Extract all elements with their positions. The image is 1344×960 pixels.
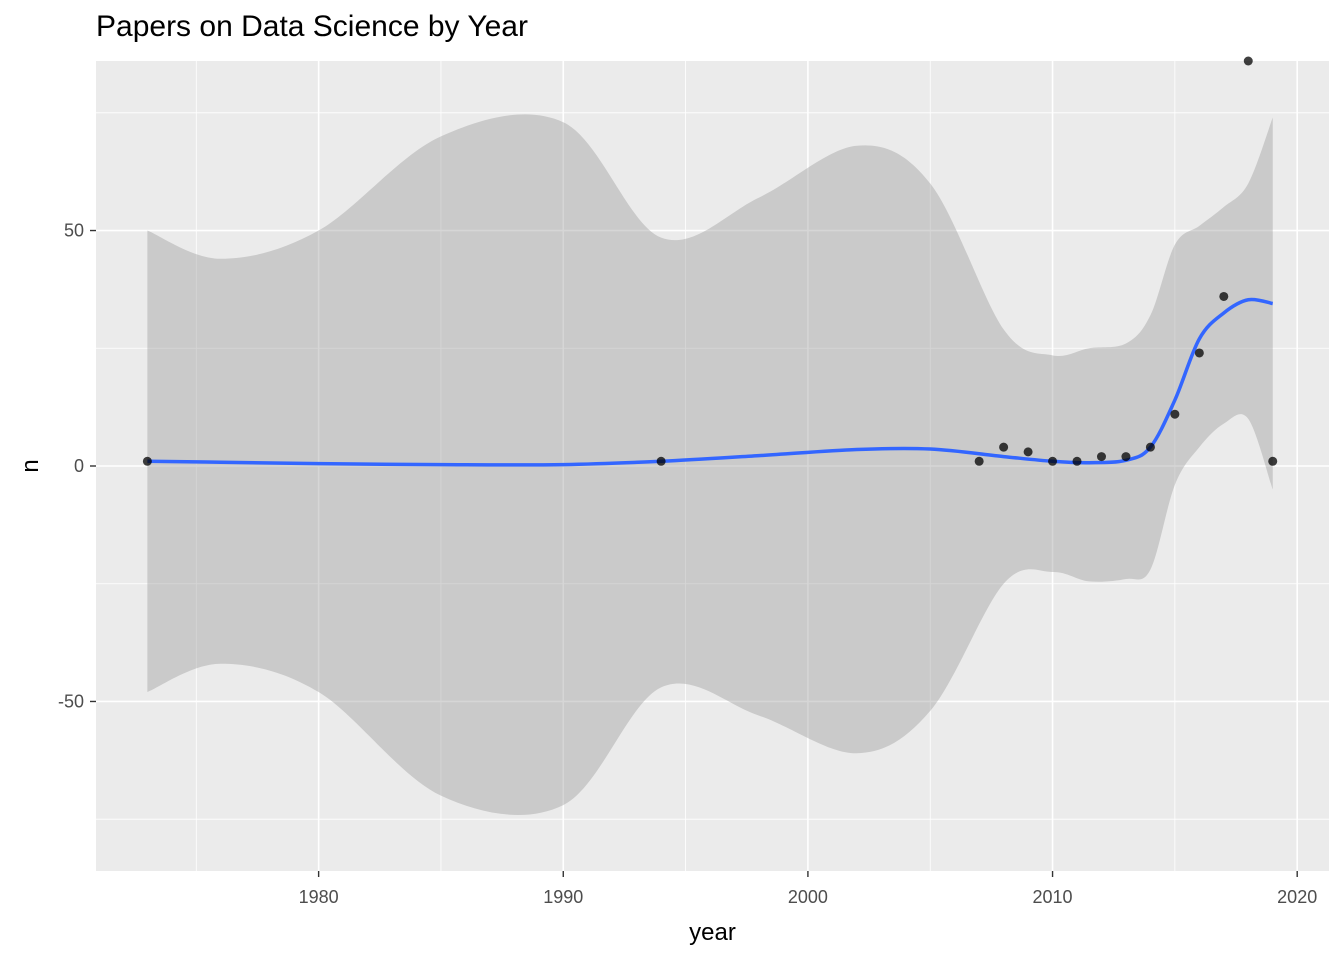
- smooth-trend-line: [147, 297, 1274, 467]
- y-axis-ticks: -50 0 50: [58, 221, 96, 711]
- data-point: [1170, 409, 1180, 419]
- data-point: [1048, 456, 1058, 466]
- x-tick-label: 2000: [788, 887, 828, 907]
- data-point: [142, 456, 152, 466]
- data-point: [1194, 348, 1204, 358]
- data-point: [1023, 447, 1033, 457]
- y-tick-label: 0: [74, 456, 84, 476]
- data-point: [1243, 56, 1253, 66]
- data-point: [1121, 452, 1131, 462]
- data-point: [974, 456, 984, 466]
- x-tick-label: 1990: [543, 887, 583, 907]
- x-tick-label: 1980: [299, 887, 339, 907]
- x-axis-ticks: 1980 1990 2000 2010 2020: [299, 871, 1317, 907]
- data-point: [1096, 452, 1106, 462]
- x-tick-label: 2020: [1277, 887, 1317, 907]
- y-tick-label: -50: [58, 691, 84, 711]
- minor-gridlines: [96, 61, 1329, 871]
- x-axis-title: year: [689, 919, 736, 946]
- data-point: [656, 456, 666, 466]
- data-point: [1145, 442, 1155, 452]
- y-axis-title: n: [17, 459, 44, 472]
- x-tick-label: 2010: [1033, 887, 1073, 907]
- data-point: [1072, 456, 1082, 466]
- data-point: [1219, 291, 1229, 301]
- confidence-ribbon: [147, 114, 1273, 815]
- data-points: [142, 56, 1278, 466]
- y-tick-label: 50: [64, 221, 84, 241]
- chart-title: Papers on Data Science by Year: [96, 10, 528, 43]
- data-point: [999, 442, 1009, 452]
- data-point: [1268, 456, 1278, 466]
